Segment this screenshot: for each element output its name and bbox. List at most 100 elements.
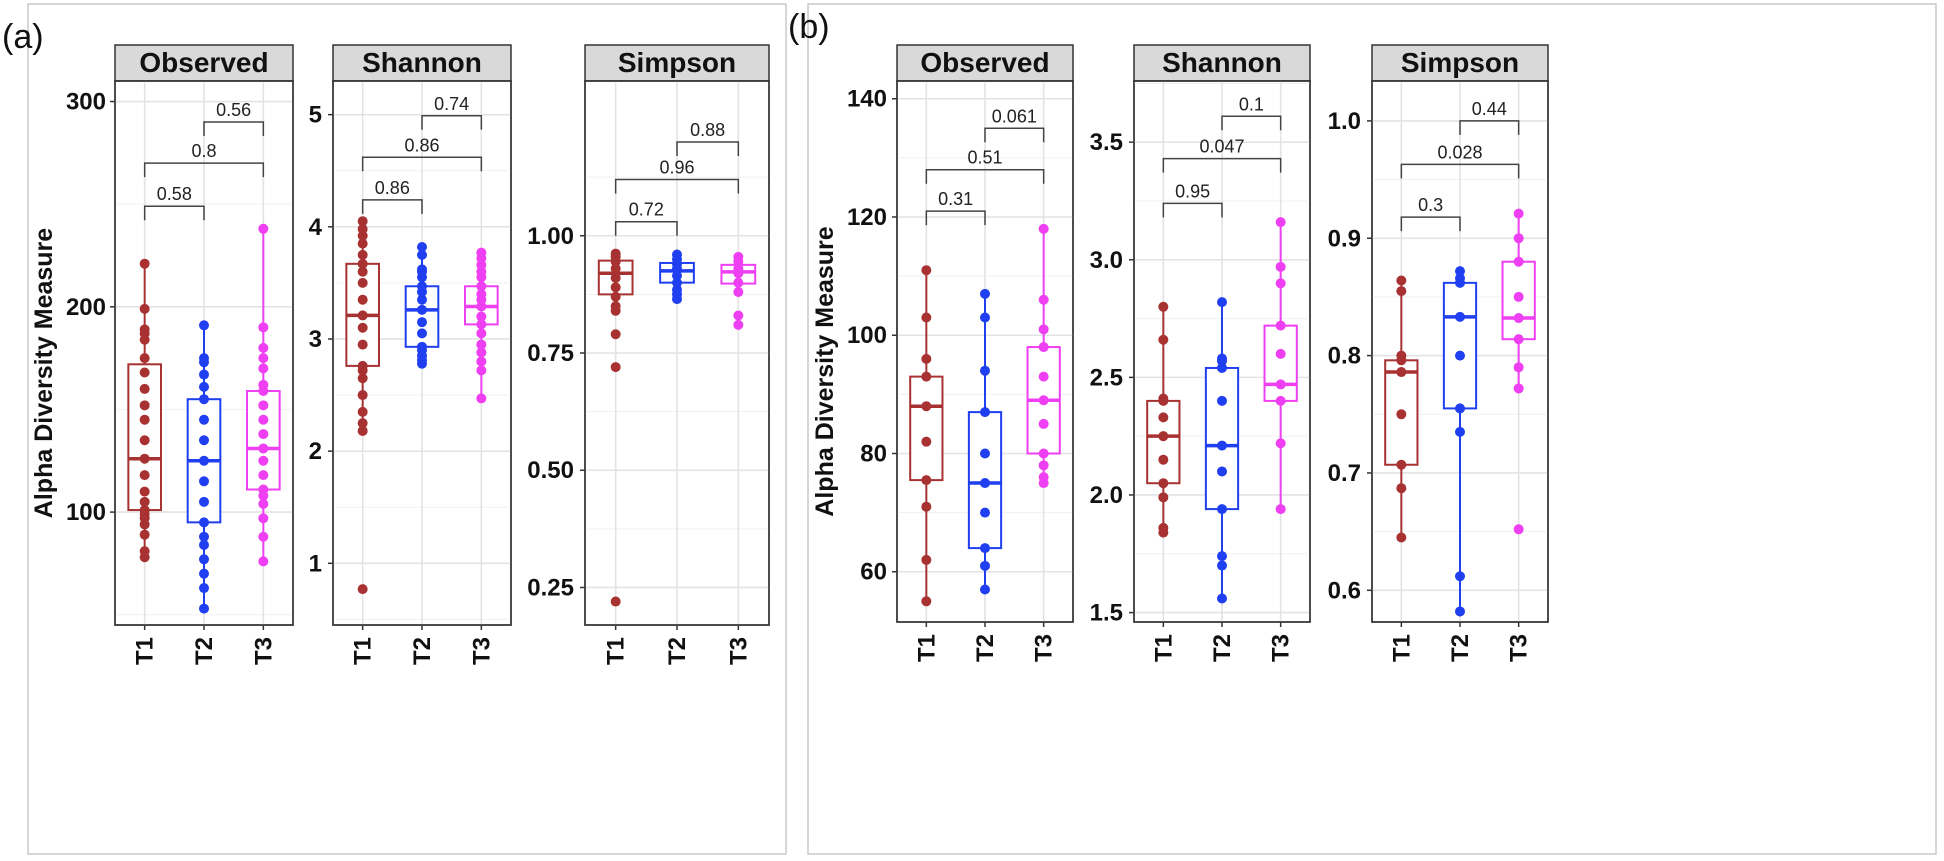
x-category-label: T3 [1506, 634, 1533, 662]
data-point [258, 443, 269, 454]
data-point [199, 476, 209, 487]
data-point [1275, 261, 1286, 272]
data-point [1158, 522, 1169, 533]
data-point [199, 381, 209, 392]
data-point [1217, 440, 1227, 451]
data-point [921, 436, 932, 447]
data-point [357, 322, 368, 333]
data-point [1158, 334, 1169, 345]
data-point [921, 401, 932, 412]
y-tick-label: 1.00 [527, 223, 574, 250]
data-point [258, 556, 269, 567]
p-value-label: 0.56 [216, 100, 251, 120]
x-category-label: T2 [1209, 634, 1236, 662]
data-point [476, 281, 487, 292]
y-tick-label: 0.9 [1328, 225, 1361, 252]
data-point [139, 400, 150, 411]
box-t3 [1263, 217, 1298, 515]
panel-label-a: (a) [2, 18, 44, 56]
significance-bracket [1459, 120, 1520, 135]
data-point [1513, 334, 1524, 345]
x-category-label: T1 [350, 637, 377, 665]
y-tick-label: 1 [309, 550, 322, 577]
y-tick-label: 5 [309, 102, 322, 129]
y-tick-label: 3.5 [1090, 129, 1123, 156]
data-point [199, 517, 209, 528]
y-tick-label: 120 [847, 204, 887, 231]
data-point [357, 360, 368, 371]
p-value-label: 0.1 [1239, 94, 1264, 114]
box-t1 [345, 216, 380, 595]
data-point [1275, 438, 1286, 449]
data-point [199, 568, 209, 579]
data-point [1513, 313, 1524, 324]
box-t1 [1146, 301, 1181, 538]
data-point [139, 505, 150, 516]
data-point [139, 367, 150, 378]
x-category-label: T1 [603, 637, 630, 665]
data-point [417, 264, 427, 275]
data-point [199, 320, 209, 331]
data-point [357, 258, 368, 269]
data-point [1038, 395, 1049, 406]
data-point [476, 347, 487, 358]
facet-strip [1371, 44, 1549, 82]
data-point [476, 319, 487, 330]
y-tick-label: 0.75 [527, 340, 574, 367]
data-point [199, 583, 209, 594]
y-axis-title: Alpha Diversity Measure [30, 228, 58, 518]
data-point [199, 603, 209, 614]
data-point [1396, 459, 1407, 470]
x-category-label: T1 [132, 637, 159, 665]
data-point [1217, 362, 1227, 373]
data-point [1217, 297, 1227, 308]
data-point [476, 247, 487, 258]
data-point [980, 312, 990, 323]
data-point [921, 554, 932, 565]
p-value-label: 0.51 [967, 148, 1002, 168]
data-point [476, 311, 487, 322]
p-value-label: 0.86 [375, 178, 410, 198]
y-tick-label: 4 [309, 214, 323, 241]
data-point [1513, 362, 1524, 373]
x-category-label: T2 [191, 637, 218, 665]
x-category-label: T2 [409, 637, 436, 665]
y-axis-title: Alpha Diversity Measure [811, 226, 839, 516]
y-tick-label: 0.7 [1328, 460, 1361, 487]
data-point [258, 429, 269, 440]
p-value-label: 0.88 [690, 120, 725, 140]
data-point [1158, 492, 1169, 503]
data-point [258, 379, 269, 390]
data-point [1455, 273, 1465, 284]
significance-bracket [361, 199, 423, 214]
box-iqr [909, 375, 944, 482]
box-t1 [1384, 275, 1419, 543]
significance-bracket [143, 162, 265, 178]
p-value-label: 0.8 [191, 141, 216, 161]
significance-bracket [1162, 202, 1223, 218]
data-point [417, 317, 427, 328]
facet-b-observed: Observed 60 80 100 120 140 T1 T2 T3 0.31 0.51 0.061… [811, 44, 1074, 662]
box-t2 [404, 242, 440, 369]
y-tick-label: 140 [847, 86, 887, 113]
data-point [1217, 353, 1227, 364]
data-point [1455, 426, 1465, 437]
data-point [258, 513, 269, 524]
data-point [733, 310, 744, 321]
significance-bracket [614, 178, 740, 194]
data-point [258, 470, 269, 481]
data-point [139, 529, 150, 540]
data-point [1513, 524, 1524, 535]
data-point [672, 284, 682, 295]
data-point [1396, 409, 1407, 420]
data-point [1217, 466, 1227, 477]
significance-bracket [143, 205, 205, 221]
data-point [199, 531, 209, 542]
data-point [733, 277, 744, 288]
box-t2 [967, 288, 1003, 595]
data-point [199, 394, 209, 405]
data-point [733, 263, 744, 274]
significance-bracket [1400, 216, 1461, 232]
p-value-label: 0.028 [1437, 142, 1482, 162]
y-tick-label: 300 [66, 89, 106, 116]
